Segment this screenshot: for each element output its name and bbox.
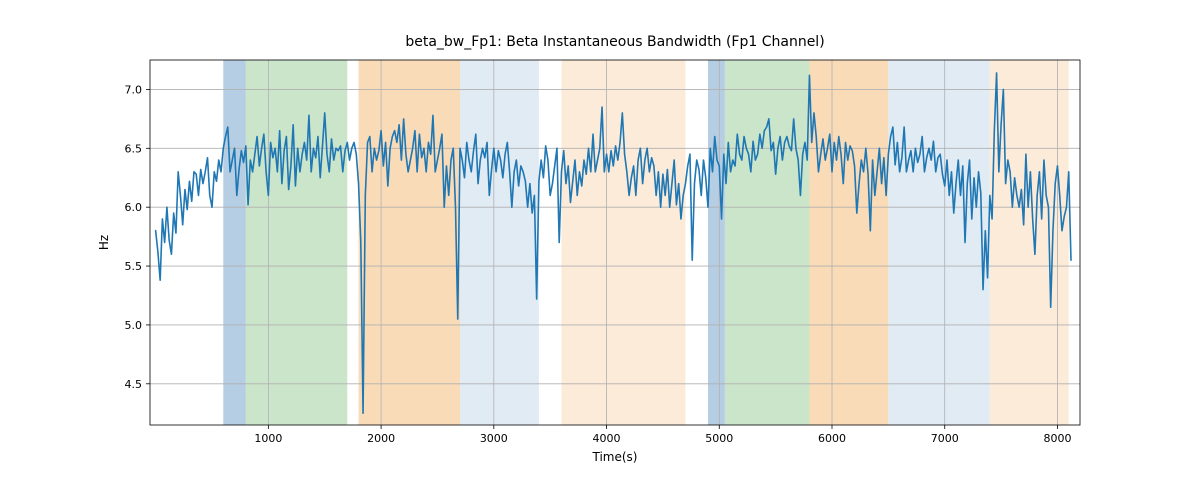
x-tick-label: 8000 [1043, 432, 1071, 445]
y-axis: 4.5 5.0 5.5 6.0 6.5 7.0 [125, 83, 151, 390]
y-tick-label: 6.0 [125, 201, 143, 214]
x-tick-label: 5000 [705, 432, 733, 445]
chart-container: 1000 2000 3000 4000 5000 6000 7000 8000 4.5 5.0 5.… [0, 0, 1200, 500]
x-axis: 1000 2000 3000 4000 5000 6000 7000 8000 [254, 425, 1071, 445]
y-tick-label: 6.5 [125, 142, 143, 155]
x-tick-label: 1000 [254, 432, 282, 445]
y-tick-label: 5.5 [125, 260, 143, 273]
background-bands [223, 60, 1068, 425]
band [223, 60, 246, 425]
band [708, 60, 725, 425]
y-tick-label: 4.5 [125, 378, 143, 391]
band [888, 60, 989, 425]
x-tick-label: 2000 [367, 432, 395, 445]
x-axis-label: Time(s) [592, 450, 638, 464]
x-tick-label: 7000 [931, 432, 959, 445]
x-tick-label: 4000 [593, 432, 621, 445]
band [809, 60, 888, 425]
band [246, 60, 347, 425]
y-tick-label: 5.0 [125, 319, 143, 332]
beta-bw-chart: 1000 2000 3000 4000 5000 6000 7000 8000 4.5 5.0 5.… [0, 0, 1200, 500]
y-axis-label: Hz [97, 235, 111, 250]
band [460, 60, 539, 425]
chart-title: beta_bw_Fp1: Beta Instantaneous Bandwidt… [405, 34, 824, 50]
band [359, 60, 460, 425]
x-tick-label: 3000 [480, 432, 508, 445]
band [725, 60, 810, 425]
band [561, 60, 685, 425]
y-tick-label: 7.0 [125, 83, 143, 96]
x-tick-label: 6000 [818, 432, 846, 445]
